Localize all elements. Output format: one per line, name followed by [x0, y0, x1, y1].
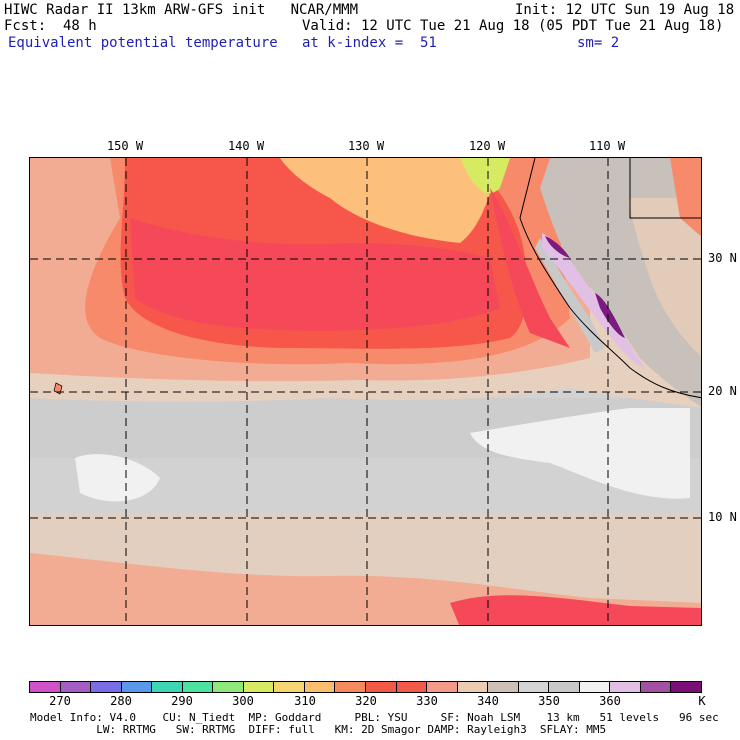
lat-label-20n: 20 N	[708, 384, 737, 398]
cbar-label-300: 300	[232, 694, 254, 708]
graticule	[30, 158, 701, 625]
smoothing-text: sm= 2	[577, 35, 620, 51]
colorbar	[29, 681, 702, 693]
theta-e-field	[30, 158, 701, 625]
white-patch-west	[75, 454, 160, 502]
colorbar-swatch	[457, 682, 489, 692]
orange-northeast	[280, 158, 500, 243]
lon-label-110w: 110 W	[588, 139, 626, 153]
baja-peninsula	[535, 238, 605, 353]
cbar-label-270: 270	[49, 694, 71, 708]
coastline	[519, 158, 701, 399]
cbar-label-290: 290	[171, 694, 193, 708]
lat-label-30n: 30 N	[708, 251, 737, 265]
cbar-label-340: 340	[477, 694, 499, 708]
colorbar-swatch	[549, 682, 580, 692]
white-patch-east	[470, 408, 690, 499]
red-coastal-strip	[490, 188, 570, 348]
yellow-coast	[460, 158, 510, 194]
colorbar-swatch	[335, 682, 367, 692]
colorbar-swatch	[152, 682, 183, 692]
lat-label-10n: 10 N	[708, 510, 737, 524]
colorbar-swatch	[427, 682, 458, 692]
colorbar-swatch	[304, 682, 336, 692]
map-panel	[29, 157, 702, 626]
purple-north-gulf	[545, 236, 570, 258]
colorbar-swatch	[518, 682, 550, 692]
colorbar-swatch	[243, 682, 275, 692]
colorbar-swatch	[213, 682, 244, 692]
colorbar-swatch	[60, 682, 92, 692]
colorbar-swatch	[488, 682, 519, 692]
hawaii-island	[53, 382, 63, 395]
cbar-label-310: 310	[294, 694, 316, 708]
model-info-line1: Model Info: V4.0 CU: N_Tiedt MP: Goddard…	[30, 711, 719, 724]
cbar-label-320: 320	[355, 694, 377, 708]
cbar-label-360: 360	[599, 694, 621, 708]
colorbar-swatch	[30, 682, 61, 692]
purple-south-gulf	[595, 293, 625, 338]
colorbar-swatch	[121, 682, 153, 692]
colorbar-swatch	[366, 682, 397, 692]
colorbar-swatch	[579, 682, 611, 692]
us-mexico-border	[629, 158, 701, 219]
model-title: HIWC Radar II 13km ARW-GFS init NCAR/MMM	[4, 2, 359, 18]
land-tan-interior	[630, 198, 701, 357]
land-salmon-northeast	[670, 158, 701, 237]
colorbar-swatch	[182, 682, 214, 692]
colorbar-swatch	[671, 682, 702, 692]
init-time: Init: 12 UTC Sun 19 Aug 18	[515, 2, 735, 18]
lon-label-130w: 130 W	[347, 139, 385, 153]
level-text: at k-index = 51	[302, 35, 437, 51]
red-inner-core	[130, 218, 500, 331]
cbar-label-350: 350	[538, 694, 560, 708]
colorbar-swatch	[640, 682, 672, 692]
lon-label-140w: 140 W	[227, 139, 265, 153]
colorbar-swatch	[610, 682, 641, 692]
cbar-label-280: 280	[110, 694, 132, 708]
colorbar-swatch	[274, 682, 305, 692]
cbar-label-unit: K	[698, 694, 706, 708]
lon-label-150w: 150 W	[106, 139, 144, 153]
red-blob-south	[450, 595, 701, 625]
lon-label-120w: 120 W	[468, 139, 506, 153]
forecast-hour: Fcst: 48 h	[4, 18, 97, 34]
valid-time: Valid: 12 UTC Tue 21 Aug 18 (05 PDT Tue …	[302, 18, 724, 34]
field-name: Equivalent potential temperature	[8, 35, 278, 51]
colorbar-swatch	[396, 682, 428, 692]
colorbar-swatch	[91, 682, 122, 692]
model-info-line2: LW: RRTMG SW: RRTMG DIFF: full KM: 2D Sm…	[30, 723, 607, 736]
cbar-label-330: 330	[416, 694, 438, 708]
